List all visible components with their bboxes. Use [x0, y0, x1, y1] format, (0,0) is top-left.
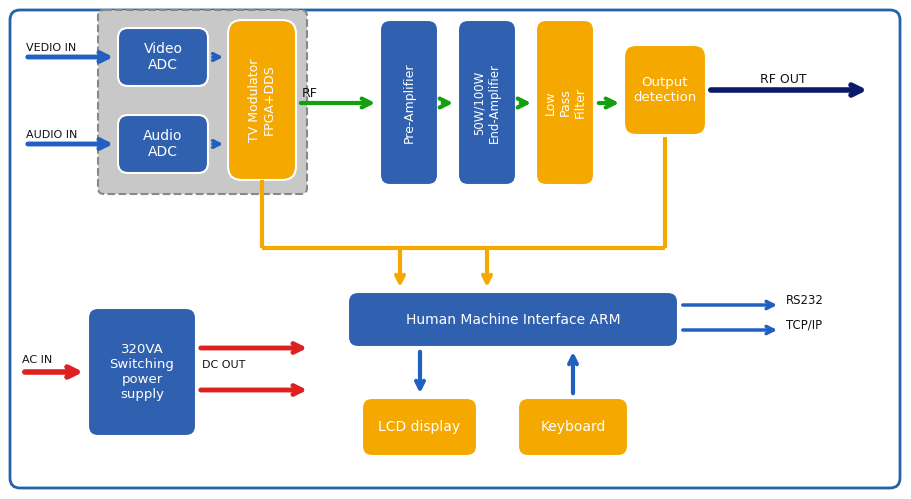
FancyBboxPatch shape: [536, 20, 593, 185]
Text: 320VA
Switching
power
supply: 320VA Switching power supply: [109, 343, 174, 401]
Text: DC OUT: DC OUT: [201, 360, 245, 370]
Text: Pre-Amplifier: Pre-Amplifier: [402, 62, 415, 143]
Text: AC IN: AC IN: [22, 355, 52, 365]
FancyBboxPatch shape: [457, 20, 516, 185]
FancyBboxPatch shape: [118, 115, 208, 173]
FancyBboxPatch shape: [380, 20, 437, 185]
FancyBboxPatch shape: [517, 398, 628, 456]
FancyBboxPatch shape: [118, 28, 208, 86]
Text: LCD display: LCD display: [378, 420, 460, 434]
Text: Output
detection: Output detection: [632, 76, 696, 104]
Text: TCP/IP: TCP/IP: [785, 318, 821, 331]
Text: Human Machine Interface ARM: Human Machine Interface ARM: [405, 312, 619, 326]
Text: TV Modulator
FPGA+DDS: TV Modulator FPGA+DDS: [248, 58, 276, 142]
Text: Audio
ADC: Audio ADC: [143, 129, 182, 159]
FancyBboxPatch shape: [623, 45, 705, 135]
Text: AUDIO IN: AUDIO IN: [26, 130, 77, 140]
Text: RF OUT: RF OUT: [759, 73, 805, 86]
Text: Video
ADC: Video ADC: [143, 42, 182, 72]
FancyBboxPatch shape: [97, 10, 307, 194]
Text: Keyboard: Keyboard: [539, 420, 605, 434]
FancyBboxPatch shape: [228, 20, 296, 180]
FancyBboxPatch shape: [87, 308, 196, 436]
FancyBboxPatch shape: [362, 398, 476, 456]
Text: RS232: RS232: [785, 293, 823, 306]
Text: Low
Pass
Filter: Low Pass Filter: [543, 87, 586, 118]
Text: RF: RF: [302, 87, 318, 100]
Text: 50W/100W
End-Amplifier: 50W/100W End-Amplifier: [473, 62, 500, 143]
FancyBboxPatch shape: [348, 292, 677, 347]
Text: VEDIO IN: VEDIO IN: [26, 43, 77, 53]
